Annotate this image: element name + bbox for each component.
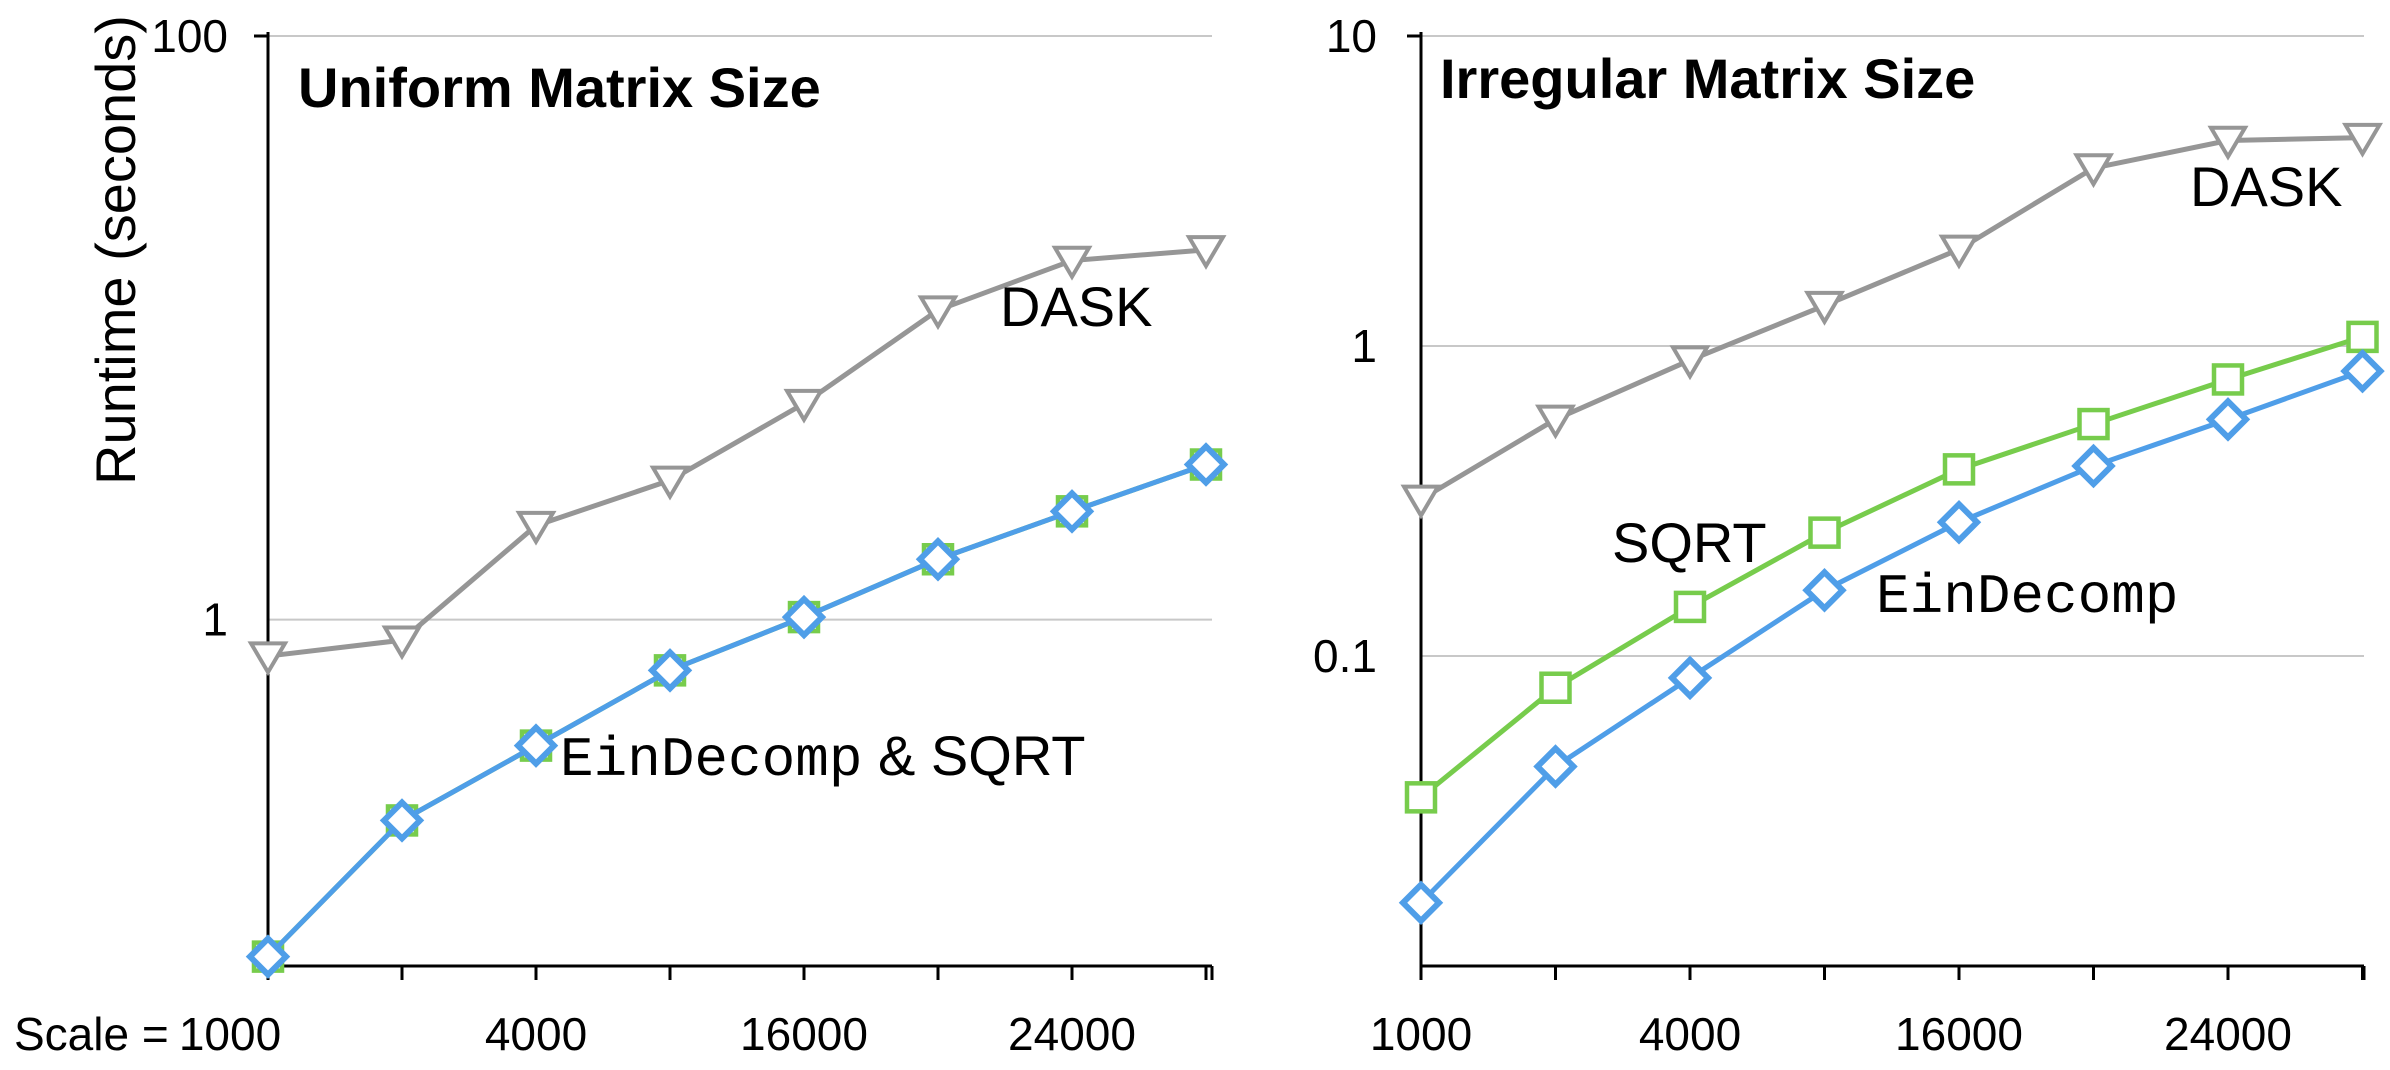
irregular-dask-point [1400,484,1442,520]
irregular-dask-point [2073,153,2114,189]
uniform-eindecomp-line [266,462,1207,959]
irregular-sqrt-point [1673,590,1707,624]
irregular-sqrt-point [1539,671,1572,704]
uniform-dask-line [267,247,1207,659]
uniform-eindecomp-point [647,648,693,693]
irregular-dask-point [2207,125,2249,161]
uniform-dask-point [917,295,959,331]
irregular-sqrt-line [1419,334,2364,800]
uniform-y-tick-label: 1 [202,594,228,646]
irregular-series [1398,122,2385,925]
uniform-dask-point [1185,235,1227,270]
irregular-dask-label: DASK [2190,155,2343,218]
irregular-chart-panel: Irregular Matrix Size DASK SQRT EinDecom… [1313,10,2385,1060]
uniform-chart-title: Uniform Matrix Size [298,56,821,119]
irregular-eindecomp-point [2205,397,2251,442]
irregular-dask-point [1804,290,1845,326]
uniform-dask-point [381,625,423,661]
irregular-chart-title: Irregular Matrix Size [1440,47,1975,110]
uniform-dask-label: DASK [1000,275,1153,338]
irregular-dask-point [1938,234,1980,270]
irregular-x-tick-label: 24000 [2164,1008,2292,1060]
uniform-labels: Uniform Matrix Size Runtime (seconds) DA… [14,10,1153,1060]
irregular-eindecomp-point [1802,567,1847,613]
irregular-eindecomp-point [1533,744,1578,789]
irregular-sqrt-point [2211,363,2245,396]
irregular-sqrt-point [1404,781,1438,814]
uniform-sqrt-line [266,462,1207,959]
uniform-eindecomp-label-text: EinDecomp [560,728,862,792]
uniform-eindecomp-point [1049,489,1095,534]
irregular-sqrt-point [2346,320,2379,354]
uniform-y-tick-label: 100 [151,10,228,62]
uniform-eindecomp-point [513,723,559,768]
irregular-x-tick-label: 1000 [1370,1008,1472,1060]
uniform-eindecomp-sqrt-label: EinDecomp & SQRT [560,724,1085,792]
uniform-dask-point [783,388,825,424]
irregular-eindecomp-point [1667,655,1713,701]
irregular-sqrt-point [1808,516,1841,549]
irregular-dask-point [1669,345,1711,381]
y-axis-label: Runtime (seconds) [84,15,147,485]
uniform-x-tick-label: 1000 [179,1008,281,1060]
uniform-x-tick-label: 16000 [740,1008,868,1060]
irregular-sqrt-point [2077,407,2110,441]
irregular-eindecomp-point [2340,348,2385,394]
irregular-x-tick-label: 4000 [1639,1008,1741,1060]
irregular-y-tick-label: 1 [1351,320,1377,372]
irregular-eindecomp-label: EinDecomp [1876,565,2178,629]
uniform-dask-point [649,465,691,501]
irregular-y-tick-label: 10 [1326,10,1377,62]
uniform-x-tick-label: 24000 [1008,1008,1136,1060]
uniform-chart-panel: Uniform Matrix Size Runtime (seconds) DA… [14,10,1229,1060]
irregular-eindecomp-point [1398,880,1444,925]
irregular-gridlines [1421,35,2364,657]
uniform-x-tick-label: 4000 [485,1008,587,1060]
irregular-labels: Irregular Matrix Size DASK SQRT EinDecom… [1313,10,2342,1060]
uniform-dask-point [247,641,289,677]
uniform-eindecomp-point [781,594,827,640]
irregular-sqrt-label: SQRT [1612,511,1767,574]
irregular-x-tick-label: 16000 [1895,1008,2023,1060]
uniform-dask-point [1051,245,1093,281]
uniform-eindecomp-point [245,934,291,979]
scale-prefix-label: Scale = [14,1008,182,1060]
irregular-y-tick-label: 0.1 [1313,630,1377,682]
uniform-dask-point [515,510,557,546]
uniform-eindecomp-point [379,798,425,843]
irregular-eindecomp-point [2071,443,2116,489]
irregular-dask-point [2342,122,2383,158]
uniform-sqrt-label-text: & SQRT [862,724,1085,787]
irregular-dask-point [1535,404,1576,440]
uniform-eindecomp-point [1183,442,1229,487]
irregular-eindecomp-point [1936,500,1982,545]
uniform-series [245,235,1229,979]
irregular-dask-line [1419,135,2363,502]
irregular-sqrt-point [1942,453,1976,486]
uniform-eindecomp-point [915,537,961,582]
irregular-eindecomp-line [1419,368,2364,905]
